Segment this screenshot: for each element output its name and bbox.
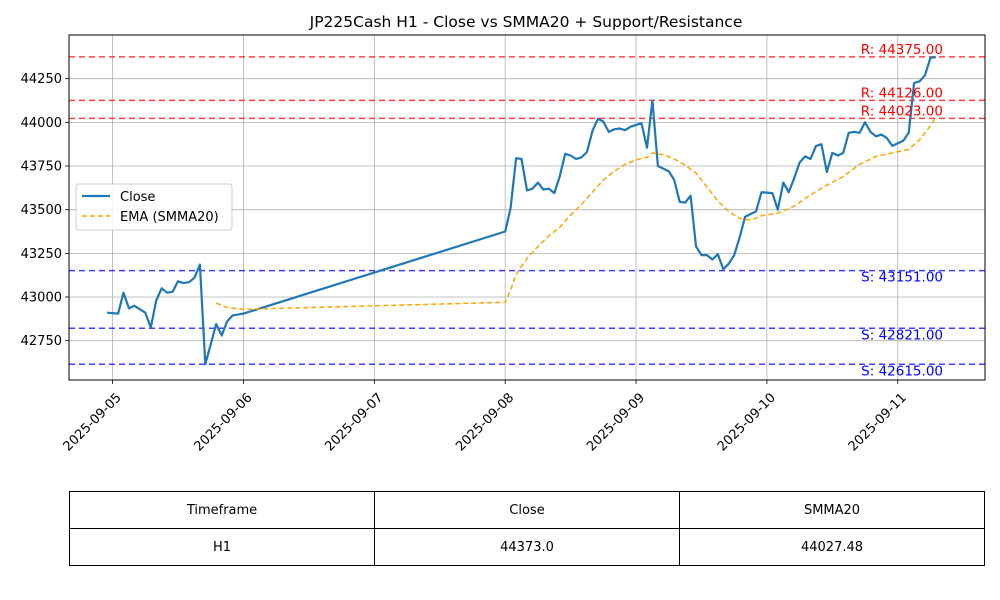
y-axis-ticks: 42750 43000 43250 43500 43750 44000 44250 [21,72,69,349]
support-level-label: S: 42615.00 [861,363,943,379]
x-tick-label: 2025-09-05 [61,390,125,454]
table-cell-smma20: 44027.48 [679,528,985,566]
y-tick-label: 43000 [21,291,62,306]
x-axis-ticks: 2025-09-05 2025-09-06 2025-09-07 2025-09-08… [61,380,910,454]
x-tick-label: 2025-09-07 [322,390,386,454]
chart-title: JP225Cash H1 - Close vs SMMA20 + Support… [309,13,743,31]
resistance-level-label: R: 44126.00 [861,85,943,101]
table-row: H1 44373.0 44027.48 [69,528,985,566]
resistance-level-label: R: 44375.00 [861,42,943,58]
table-header-row: Timeframe Close SMMA20 [69,491,985,529]
x-tick-label: 2025-09-06 [191,390,255,454]
plot-frame [68,34,986,381]
table-cell-timeframe: H1 [69,528,375,566]
support-level-label: S: 42821.00 [861,327,943,343]
series-lines [107,56,937,366]
legend-label-smma20: EMA (SMMA20) [120,210,219,225]
price-chart: JP225Cash H1 - Close vs SMMA20 + Support… [21,13,986,454]
y-tick-label: 44000 [21,116,62,131]
support-level-label: S: 43151.00 [861,270,943,286]
x-tick-label: 2025-09-08 [453,390,517,454]
series-line-close [107,56,937,366]
level-labels: R: 44375.00 R: 44126.00 R: 44023.00 S: 4315… [861,42,943,379]
table-header-smma20: SMMA20 [679,491,985,529]
summary-table: Timeframe Close SMMA20 H1 44373.0 44027.… [69,491,985,566]
series-line-smma20 [215,117,937,311]
x-tick-label: 2025-09-09 [584,390,648,454]
x-tick-label: 2025-09-10 [715,390,779,454]
resistance-level-label: R: 44023.00 [861,103,943,119]
table-header-close: Close [374,491,680,529]
table-header-timeframe: Timeframe [69,491,375,529]
legend: Close EMA (SMMA20) [75,183,233,231]
legend-box [75,183,233,231]
grid [69,35,985,380]
table-cell-close: 44373.0 [374,528,680,566]
y-tick-label: 43750 [21,160,62,175]
y-tick-label: 44250 [21,72,62,87]
y-tick-label: 42750 [21,334,62,349]
legend-label-close: Close [120,190,155,205]
support-resistance-levels [69,56,985,366]
x-tick-label: 2025-09-11 [846,390,910,454]
y-tick-label: 43500 [21,203,62,218]
y-tick-label: 43250 [21,247,62,262]
